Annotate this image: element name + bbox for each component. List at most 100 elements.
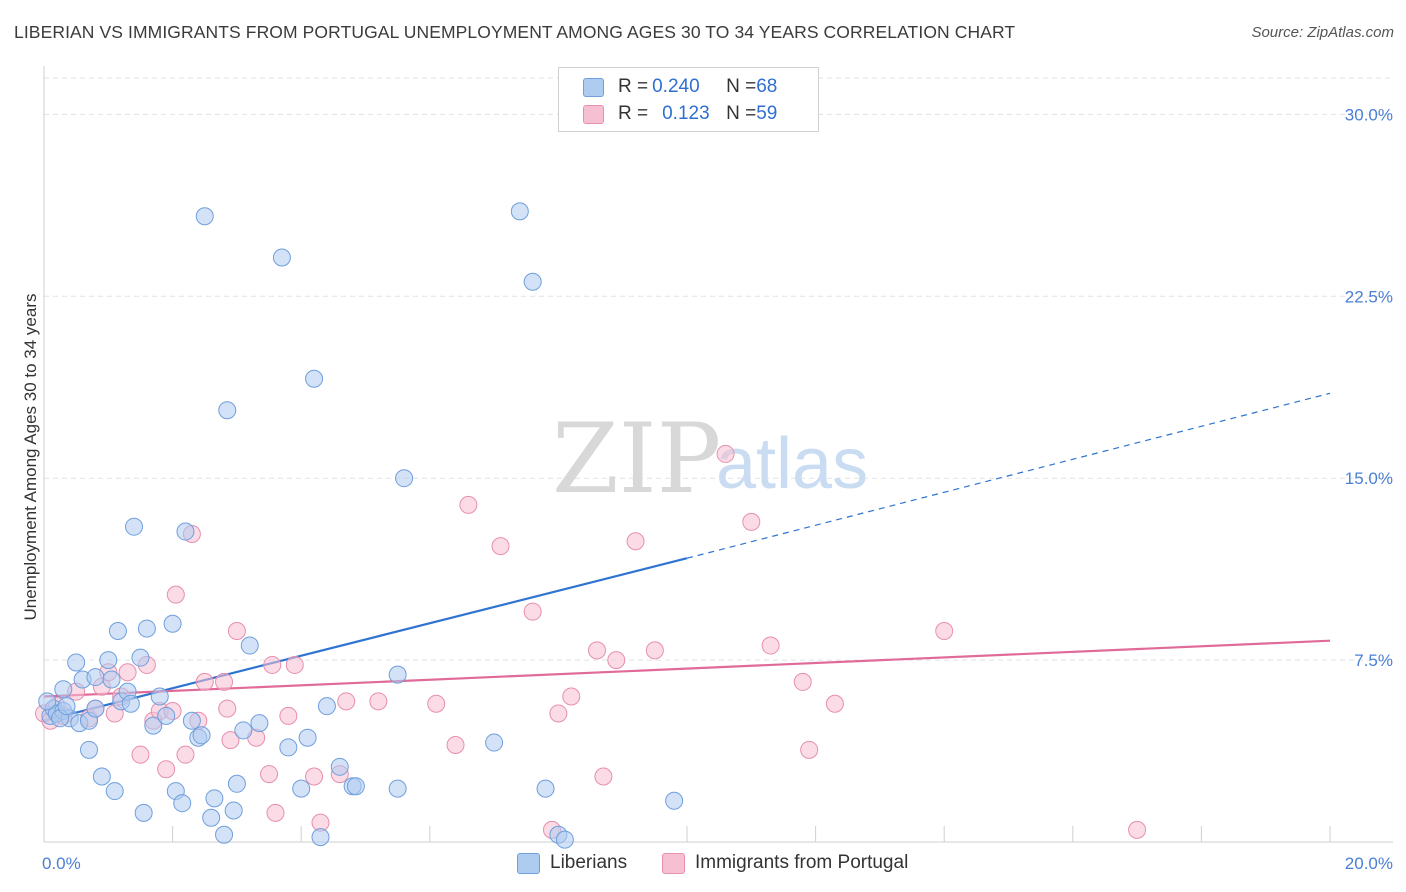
data-point-portugal bbox=[157, 760, 176, 779]
data-point-portugal bbox=[227, 621, 246, 640]
y-tick-label: 30.0% bbox=[1345, 105, 1393, 124]
data-point-liberian bbox=[388, 665, 407, 684]
data-point-liberian bbox=[536, 779, 555, 798]
data-point-liberian bbox=[227, 774, 246, 793]
data-point-portugal bbox=[279, 706, 298, 725]
data-point-liberian bbox=[54, 680, 73, 699]
data-point-portugal bbox=[446, 735, 465, 754]
data-point-liberian bbox=[108, 621, 127, 640]
x-tick-label: 20.0% bbox=[1345, 854, 1393, 873]
bottom-legend-portugal: Immigrants from Portugal bbox=[662, 852, 908, 874]
data-point-liberian bbox=[38, 692, 57, 711]
data-point-portugal bbox=[263, 655, 282, 674]
data-point-liberian bbox=[305, 369, 324, 388]
data-point-liberian bbox=[205, 789, 224, 808]
bottom-legend-label: Immigrants from Portugal bbox=[695, 852, 909, 873]
data-point-liberian bbox=[99, 651, 118, 670]
trend-lines bbox=[43, 392, 1331, 722]
data-point-liberian bbox=[330, 757, 349, 776]
data-point-portugal bbox=[131, 745, 150, 764]
data-point-liberian bbox=[523, 272, 542, 291]
data-point-liberian bbox=[202, 808, 221, 827]
data-point-liberian bbox=[272, 248, 291, 267]
data-point-liberian bbox=[250, 714, 269, 733]
bottom-legend-liberians: Liberians bbox=[517, 852, 627, 874]
data-point-portugal bbox=[549, 704, 568, 723]
data-point-liberian bbox=[67, 653, 86, 672]
y-axis-label: Unemployment Among Ages 30 to 34 years bbox=[21, 294, 40, 621]
series-liberians bbox=[38, 202, 684, 849]
data-point-portugal bbox=[166, 585, 185, 604]
legend-n-label: N = bbox=[726, 76, 757, 97]
data-point-portugal bbox=[337, 692, 356, 711]
data-point-liberian bbox=[86, 668, 105, 687]
data-point-portugal bbox=[266, 803, 285, 822]
x-tick-label: 0.0% bbox=[42, 854, 81, 873]
data-point-liberian bbox=[86, 699, 105, 718]
data-point-portugal bbox=[594, 767, 613, 786]
data-point-liberian bbox=[346, 777, 365, 796]
data-point-liberian bbox=[555, 830, 574, 849]
legend-r-value: 0.123 bbox=[662, 103, 710, 124]
data-point-portugal bbox=[1128, 820, 1147, 839]
legend-n-value: 59 bbox=[756, 103, 778, 124]
data-point-liberian bbox=[388, 779, 407, 798]
legend: R = 0.240 N = 68 R = 0.123 N = 59 bbox=[558, 67, 819, 132]
trend-line-portugal bbox=[43, 639, 1331, 698]
data-point-liberian bbox=[215, 825, 234, 844]
data-point-liberian bbox=[137, 619, 156, 638]
tick-labels: 7.5% 15.0% 22.5% 30.0% 0.0% 20.0% bbox=[42, 105, 1393, 873]
data-point-liberian bbox=[102, 670, 121, 689]
chart-title: LIBERIAN VS IMMIGRANTS FROM PORTUGAL UNE… bbox=[14, 22, 1016, 42]
data-point-liberian bbox=[292, 779, 311, 798]
chart-source: Source: ZipAtlas.com bbox=[1251, 24, 1394, 41]
grid-lines bbox=[44, 77, 1393, 661]
y-tick-label: 7.5% bbox=[1354, 651, 1393, 670]
data-point-liberian bbox=[182, 711, 201, 730]
data-point-liberian bbox=[240, 636, 259, 655]
watermark: ZIP atlas bbox=[552, 403, 868, 515]
y-tick-label: 15.0% bbox=[1345, 469, 1393, 488]
data-point-liberian bbox=[195, 207, 214, 226]
data-point-liberian bbox=[311, 828, 330, 847]
data-point-liberian bbox=[157, 706, 176, 725]
legend-n-label: N = bbox=[726, 103, 757, 124]
data-point-liberian bbox=[92, 767, 111, 786]
data-point-liberian bbox=[121, 694, 140, 713]
legend-r-label: R = bbox=[618, 103, 649, 124]
legend-r-value: 0.240 bbox=[652, 76, 700, 97]
data-point-portugal bbox=[285, 655, 304, 674]
data-point-liberian bbox=[131, 648, 150, 667]
data-point-portugal bbox=[793, 672, 812, 691]
watermark-zip: ZIP bbox=[552, 403, 721, 515]
data-point-portugal bbox=[742, 512, 761, 531]
legend-r-label: R = bbox=[618, 76, 649, 97]
data-point-portugal bbox=[825, 694, 844, 713]
data-point-portugal bbox=[118, 663, 137, 682]
legend-n-value: 68 bbox=[756, 76, 778, 97]
data-point-liberian bbox=[57, 697, 76, 716]
data-point-portugal bbox=[562, 687, 581, 706]
data-point-liberian bbox=[234, 721, 253, 740]
legend-row-portugal: R = 0.123 N = 59 bbox=[583, 102, 777, 126]
data-point-portugal bbox=[260, 765, 279, 784]
data-point-liberian bbox=[105, 782, 124, 801]
data-point-portugal bbox=[176, 745, 195, 764]
data-point-liberian bbox=[665, 791, 684, 810]
legend-swatch-blue bbox=[583, 77, 604, 97]
data-point-portugal bbox=[215, 672, 234, 691]
legend-row-liberians: R = 0.240 N = 68 bbox=[583, 75, 777, 99]
watermark-atlas: atlas bbox=[716, 424, 868, 504]
data-point-portugal bbox=[645, 641, 664, 660]
data-point-liberian bbox=[279, 738, 298, 757]
data-point-liberian bbox=[395, 469, 414, 488]
data-point-portugal bbox=[305, 767, 324, 786]
data-point-portugal bbox=[587, 641, 606, 660]
data-point-portugal bbox=[935, 621, 954, 640]
bottom-legend-label: Liberians bbox=[550, 852, 628, 873]
data-point-portugal bbox=[716, 444, 735, 463]
trend-line-liberians-extension bbox=[686, 392, 1331, 559]
data-point-liberian bbox=[163, 614, 182, 633]
data-point-liberian bbox=[192, 726, 211, 745]
